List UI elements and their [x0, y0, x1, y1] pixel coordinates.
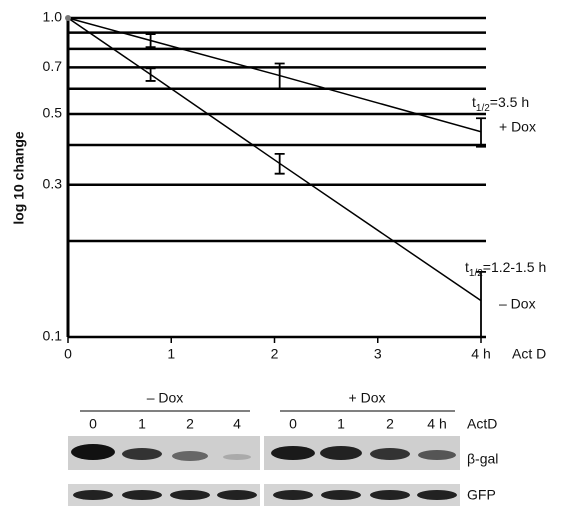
- band: [273, 490, 313, 500]
- x-tick-label: 3: [374, 346, 382, 362]
- band: [73, 490, 113, 500]
- blot: [68, 411, 460, 506]
- annotation-suffix: =1.2-1.5 h: [483, 259, 546, 275]
- error-bar: [476, 118, 486, 146]
- annotation-sub: 1/2: [476, 103, 490, 114]
- error-bar: [146, 68, 156, 81]
- y-axis-label: log 10 change: [11, 131, 27, 225]
- band: [223, 454, 251, 460]
- error-bar: [476, 272, 486, 337]
- lane-label: 2: [186, 416, 194, 432]
- figure: log 10 change Act D 0.1 0.3 0.5 0.7 1.0 0 1 2 3 4…: [0, 0, 577, 506]
- y-tick-label: 0.5: [43, 105, 63, 121]
- band: [321, 490, 361, 500]
- x-tick-label: 1: [167, 346, 175, 362]
- x-axis-label: Act D: [512, 346, 546, 362]
- error-bar: [146, 34, 156, 47]
- origin-dot: [65, 15, 71, 21]
- band: [122, 490, 162, 500]
- lane-label: 4 h: [427, 416, 446, 432]
- lane-label: 4: [233, 416, 241, 432]
- x-tick-label: 4 h: [471, 346, 490, 362]
- band: [71, 444, 115, 460]
- lane-label: 1: [337, 416, 345, 432]
- series-label: + Dox: [499, 118, 536, 134]
- band: [217, 490, 257, 500]
- row-label: β-gal: [467, 451, 498, 467]
- error-bar: [275, 154, 285, 174]
- band: [172, 451, 208, 461]
- band: [370, 490, 410, 500]
- lane-label: 2: [386, 416, 394, 432]
- band: [370, 448, 410, 460]
- series-line: [68, 18, 481, 301]
- lane-label: 0: [89, 416, 97, 432]
- group-label: – Dox: [147, 390, 184, 406]
- annotation-suffix: =3.5 h: [490, 94, 529, 110]
- group-label: + Dox: [349, 390, 386, 406]
- band: [417, 490, 457, 500]
- x-tick-label: 0: [64, 346, 72, 362]
- row-label: GFP: [467, 487, 496, 503]
- band: [320, 446, 362, 460]
- series-label: – Dox: [499, 295, 536, 311]
- annotation: t1/2=1.2-1.5 h: [465, 259, 546, 279]
- band: [170, 490, 210, 500]
- annotation: t1/2=3.5 h: [472, 94, 529, 114]
- lane-label: 0: [289, 416, 297, 432]
- y-tick-label: 0.1: [43, 328, 63, 344]
- band: [271, 446, 315, 460]
- y-tick-label: 1.0: [43, 9, 63, 25]
- y-tick-label: 0.3: [43, 176, 63, 192]
- band: [122, 448, 162, 460]
- y-tick-label: 0.7: [43, 58, 63, 74]
- annotation-sub: 1/2: [469, 268, 483, 279]
- x-tick-label: 2: [271, 346, 279, 362]
- lane-label: 1: [138, 416, 146, 432]
- row-label: ActD: [467, 416, 497, 432]
- band: [418, 450, 456, 460]
